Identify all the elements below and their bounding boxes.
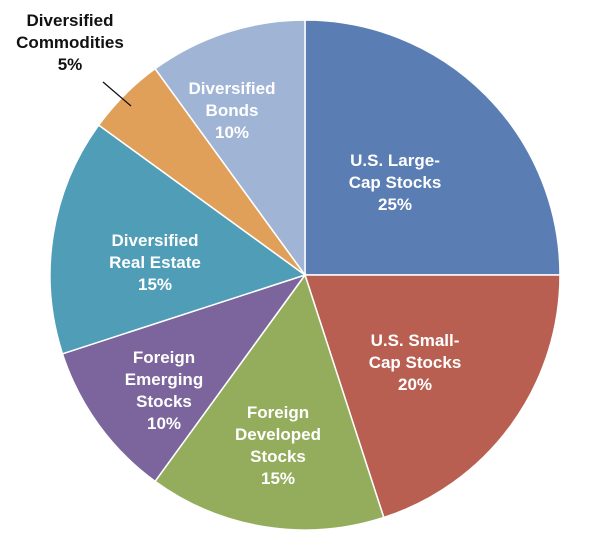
pie-slice-foreign-emerging-stocks xyxy=(61,273,307,483)
leader-line-diversified-commodities xyxy=(102,81,132,107)
slice-label-foreign-emerging-stocks: Foreign Emerging Stocks 10% xyxy=(125,348,203,433)
slice-label-diversified-commodities: Diversified Commodities 5% xyxy=(16,11,124,74)
pie-slice-diversified-real-estate xyxy=(49,124,307,355)
pie-slices xyxy=(49,19,561,531)
pie-slice-u-s-large-cap-stocks xyxy=(304,19,561,276)
slice-label-u-s-large-cap-stocks: U.S. Large-Cap Stocks 25% xyxy=(349,151,442,214)
slice-label-diversified-real-estate: Diversified Real Estate 15% xyxy=(109,231,201,294)
pie-slice-diversified-bonds xyxy=(154,19,306,278)
pie-slice-u-s-small-cap-stocks xyxy=(303,274,561,519)
pie-slice-foreign-developed-stocks xyxy=(154,273,385,531)
slice-label-foreign-developed-stocks: Foreign Developed Stocks 15% xyxy=(235,403,321,488)
slice-label-u-s-small-cap-stocks: U.S. Small-Cap Stocks 20% xyxy=(369,331,462,394)
slice-label-diversified-bonds: Diversified Bonds 10% xyxy=(189,79,276,142)
pie-labels: U.S. Large-Cap Stocks 25% U.S. Small-Cap S… xyxy=(16,11,461,488)
